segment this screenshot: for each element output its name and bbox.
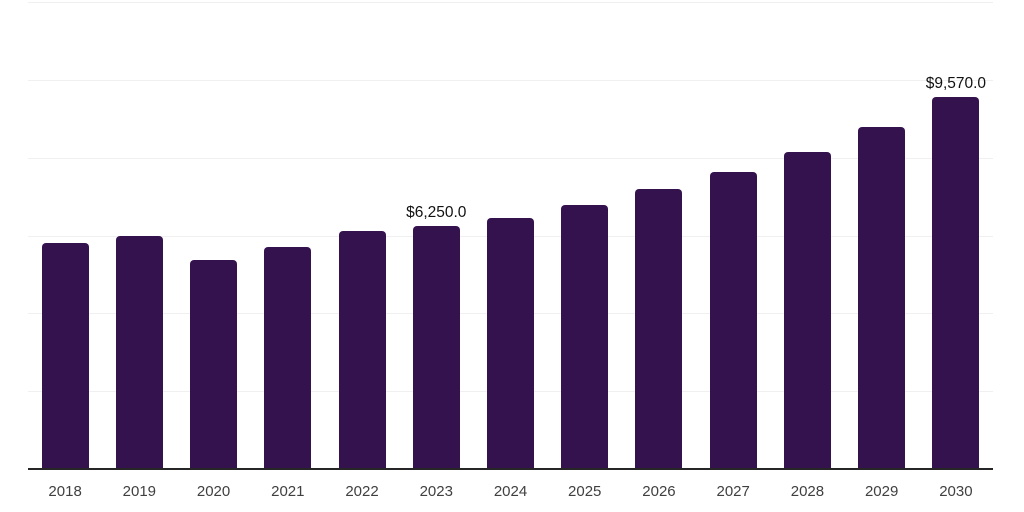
x-tick-label-2021: 2021 (271, 483, 305, 500)
x-axis-line (28, 468, 993, 470)
bar-2019 (115, 235, 163, 469)
bar-2027 (709, 172, 757, 469)
x-tick-label-2027: 2027 (716, 483, 750, 500)
x-tick-label-2022: 2022 (345, 483, 379, 500)
x-tick-label-2019: 2019 (122, 483, 157, 500)
data-label-2023: $6,250.0 (406, 203, 467, 221)
x-tick-label-2028: 2028 (790, 483, 825, 500)
data-label-2030: $9,570.0 (925, 74, 987, 92)
x-tick-label-2029: 2029 (864, 483, 899, 500)
gridline-8000 (28, 157, 993, 159)
gridline-12000 (28, 2, 993, 3)
bar-2029 (858, 126, 906, 469)
x-tick-label-2030: 2030 (939, 483, 973, 500)
x-tick-label-2026: 2026 (642, 483, 676, 500)
bar-2022 (338, 231, 386, 469)
x-tick-label-2018: 2018 (48, 483, 82, 500)
gridline-10000 (28, 79, 993, 81)
bar-2018 (41, 243, 89, 469)
x-tick-label-2023: 2023 (419, 483, 453, 500)
bar-2025 (561, 205, 609, 469)
x-tick-label-2024: 2024 (493, 483, 528, 500)
bar-2023 (412, 225, 460, 469)
bar-2021 (264, 247, 312, 469)
x-tick-label-2020: 2020 (196, 483, 231, 500)
bar-2030 (932, 96, 980, 469)
bar-2024 (487, 217, 534, 469)
bar-2026 (635, 188, 683, 469)
x-tick-label-2025: 2025 (568, 483, 602, 500)
bar-2028 (783, 151, 831, 469)
bar-2020 (190, 259, 238, 469)
